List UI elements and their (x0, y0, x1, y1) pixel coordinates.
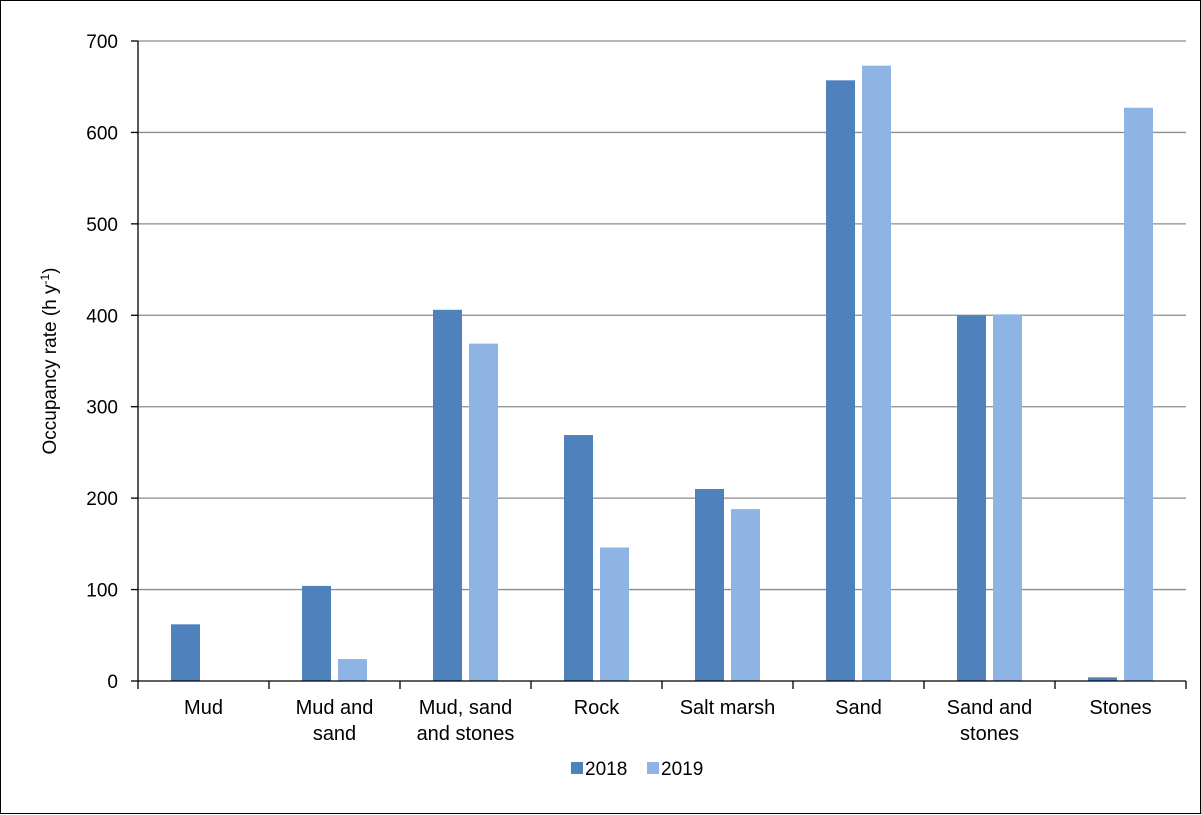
y-tick-labels: 0 100 200 300 400 500 600 700 (86, 32, 138, 693)
x-category-label: Sand and stones (947, 697, 1033, 745)
legend-swatch-2018 (571, 762, 583, 774)
x-category-label: Rock (574, 697, 621, 719)
grid-lines (138, 40, 1186, 591)
bar-2018-sand (826, 80, 855, 682)
y-tick-label-0: 0 (107, 672, 118, 693)
y-axis-title-superscript: -1 (38, 273, 52, 284)
bar-2019-mud-and-sand (338, 659, 367, 681)
y-tick-label-700: 700 (86, 32, 118, 53)
x-category-label-line: Stones (1089, 697, 1151, 719)
bar-2018-salt-marsh (695, 489, 724, 681)
bar-2018-mud-and-sand (302, 585, 331, 681)
y-tick-label-500: 500 (86, 215, 118, 236)
x-category-label-line: Sand and (947, 697, 1033, 719)
bars (171, 65, 1153, 682)
legend-swatch-2019 (647, 762, 659, 774)
x-category-label-line: sand (313, 723, 356, 745)
x-category-label: Mud (184, 697, 223, 719)
bar-2018-stones (1088, 677, 1117, 681)
bar-2018-rock (564, 435, 593, 681)
legend: 2018 2019 (571, 759, 703, 780)
y-axis-title: Occupancy rate (h y-1) (38, 267, 61, 454)
axes (137, 41, 1187, 689)
y-axis-title-base: Occupancy rate (h y (40, 284, 61, 455)
bar-2018-mud-sand-and-stones (433, 309, 462, 681)
bar-2019-sand (862, 65, 891, 681)
bar-2019-stones (1124, 107, 1153, 681)
x-category-label-line: Salt marsh (680, 697, 776, 719)
y-tick-label-200: 200 (86, 489, 118, 510)
y-tick-label-400: 400 (86, 306, 118, 327)
bar-2019-salt-marsh (731, 509, 760, 681)
bar-2019-mud-sand-and-stones (469, 343, 498, 681)
y-tick-label-300: 300 (86, 398, 118, 419)
x-category-label-line: Sand (835, 697, 882, 719)
x-category-label: Mud, sand and stones (417, 697, 515, 745)
x-category-label-line: and stones (417, 723, 515, 745)
y-axis-title-close: ) (40, 267, 61, 273)
x-category-labels: Mud Mud and sand Mud, sand and stones Rock Sal… (184, 697, 1152, 745)
x-category-label-line: Mud and (296, 697, 374, 719)
bar-2019-rock (600, 547, 629, 681)
x-category-label: Stones (1089, 697, 1151, 719)
x-category-label-line: Rock (574, 697, 621, 719)
bar-2019-sand-and-stones (993, 314, 1022, 681)
legend-label-2019: 2019 (661, 759, 703, 780)
y-tick-label-600: 600 (86, 123, 118, 144)
x-category-label: Salt marsh (680, 697, 776, 719)
x-category-label-line: Mud (184, 697, 223, 719)
x-category-label-line: stones (960, 723, 1019, 745)
bar-2018-sand-and-stones (957, 315, 986, 681)
legend-label-2018: 2018 (585, 759, 627, 780)
x-category-label: Mud and sand (296, 697, 374, 745)
bar-2018-mud (171, 624, 200, 681)
x-category-label: Sand (835, 697, 882, 719)
y-tick-label-100: 100 (86, 581, 118, 602)
x-category-label-line: Mud, sand (419, 697, 512, 719)
